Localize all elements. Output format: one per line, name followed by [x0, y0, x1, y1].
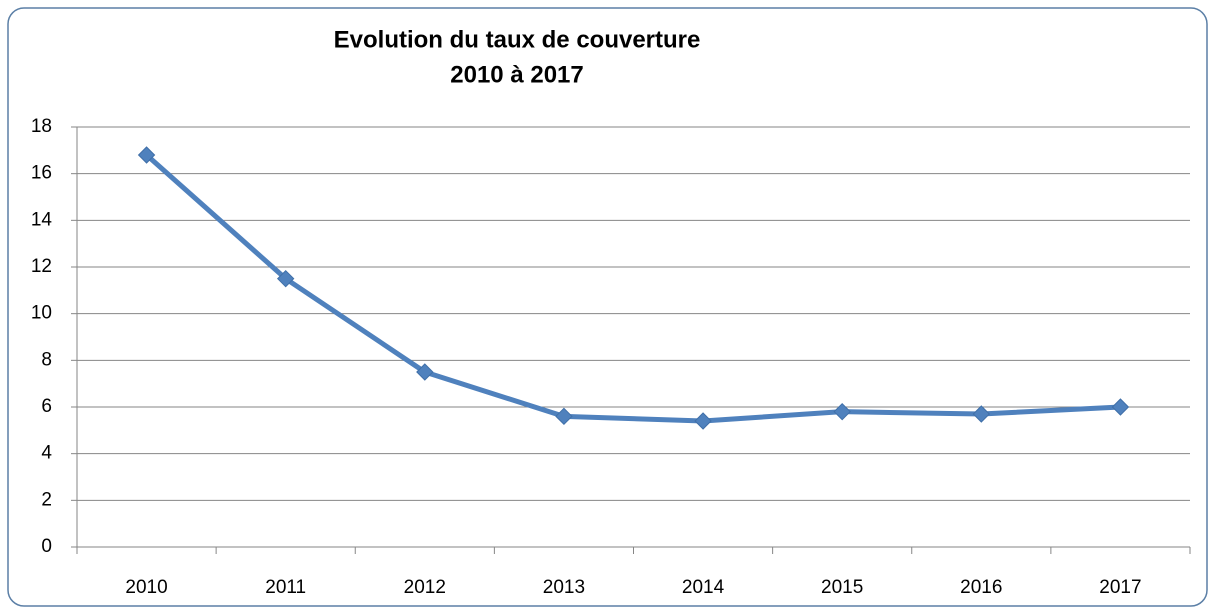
x-tick-label: 2017: [1099, 577, 1141, 598]
y-tick-label: 16: [31, 163, 52, 184]
y-tick-label: 2: [41, 489, 52, 510]
x-tick-label: 2013: [543, 577, 585, 598]
point-marker: [972, 405, 991, 423]
y-tick-label: 8: [41, 349, 52, 370]
point-marker: [694, 412, 712, 430]
x-tick-label: 2015: [821, 577, 863, 598]
y-tick-label: 14: [31, 209, 53, 230]
y-tick-label: 4: [41, 443, 52, 464]
y-tick-label: 6: [41, 396, 52, 417]
y-tick-label: 18: [31, 116, 52, 137]
y-tick-label: 12: [31, 256, 52, 277]
y-tick-label: 10: [31, 303, 52, 324]
point-marker: [416, 363, 434, 381]
point-marker: [137, 146, 156, 164]
point-marker: [1111, 398, 1130, 416]
x-tick-label: 2014: [682, 577, 725, 598]
y-tick-label: 0: [41, 536, 52, 557]
chart-subtitle: 2010 à 2017: [450, 61, 583, 88]
point-marker: [833, 402, 851, 421]
point-marker: [276, 269, 295, 288]
x-tick-label: 2012: [404, 577, 446, 598]
series-line: [144, 153, 1121, 424]
chart-title: Evolution du taux de couverture: [334, 26, 701, 53]
chart-border: [7, 7, 1208, 607]
point-marker: [555, 407, 573, 426]
x-tick-label: 2016: [960, 577, 1002, 598]
x-tick-label: 2010: [125, 577, 167, 598]
x-tick-label: 2011: [265, 577, 306, 598]
